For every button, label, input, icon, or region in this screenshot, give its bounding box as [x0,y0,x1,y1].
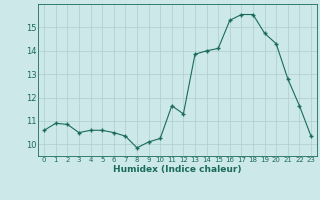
X-axis label: Humidex (Indice chaleur): Humidex (Indice chaleur) [113,165,242,174]
